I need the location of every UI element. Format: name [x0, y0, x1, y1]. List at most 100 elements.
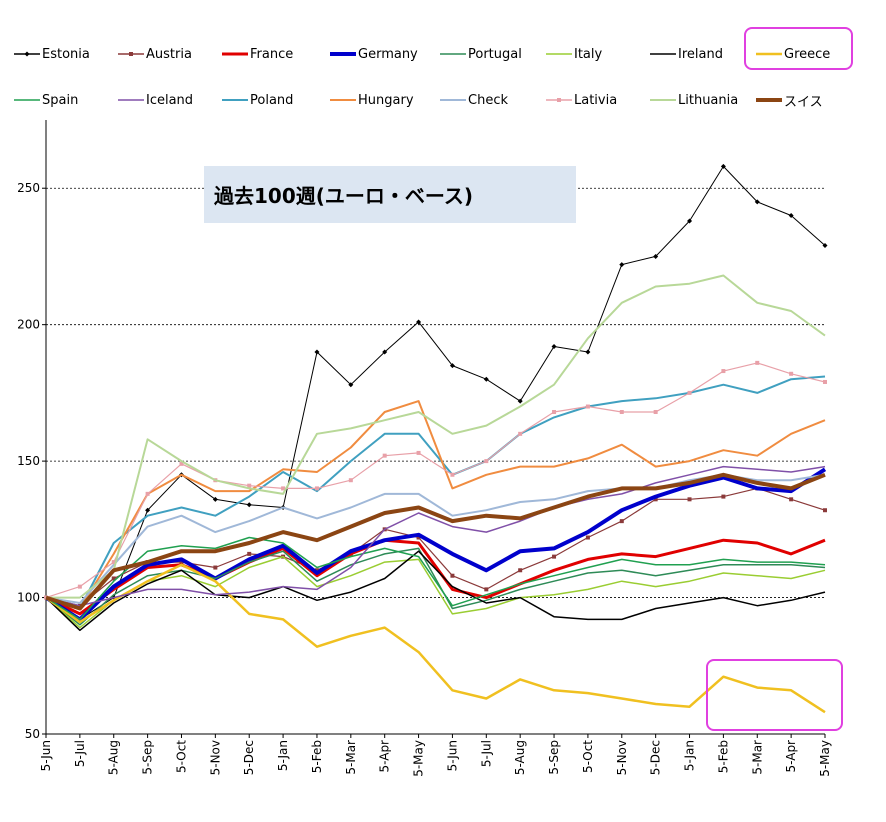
legend-label: Germany — [358, 46, 418, 62]
data-point-Austria — [687, 497, 692, 502]
data-point-Estonia — [754, 199, 760, 205]
tick-labels: 50 100 150 200 250 5-Jun 5-Jul 5-Aug 5-Sep 5-Oct 5… — [17, 181, 832, 777]
data-point-Lativia — [518, 431, 523, 436]
series-line-Portugal — [45, 547, 826, 626]
data-point-Austria — [619, 519, 624, 524]
data-point-Austria — [179, 560, 184, 565]
data-point-Estonia — [416, 319, 422, 325]
legend-label: Austria — [146, 46, 192, 62]
legend-swatch — [440, 99, 466, 101]
data-point-Estonia — [314, 349, 320, 355]
x-tick-label: 5-Nov — [615, 740, 629, 775]
data-point-Lativia — [721, 369, 726, 374]
legend-item: Italy — [546, 45, 602, 63]
data-point-Estonia — [212, 496, 218, 502]
x-tick-label: 5-Apr — [378, 740, 392, 773]
x-tick-label: 5-Dec — [242, 740, 256, 775]
legend-label: Iceland — [146, 92, 194, 108]
legend-label: Ireland — [678, 46, 723, 62]
data-point-Lativia — [382, 453, 387, 458]
legend-swatch — [650, 53, 676, 55]
x-tick-label: 5-Feb — [716, 740, 730, 773]
data-point-Austria — [789, 497, 794, 502]
data-point-Estonia — [551, 343, 557, 349]
series-line-Check — [45, 473, 826, 604]
x-tick-label: 5-Oct — [581, 740, 595, 773]
x-tick-label: 5-Jul — [73, 740, 87, 767]
data-point-Austria — [518, 568, 523, 573]
series-line-Greece — [45, 563, 826, 714]
series-line-Estonia — [45, 165, 826, 620]
legend-item: Austria — [118, 45, 192, 63]
data-point-Lativia — [179, 461, 184, 466]
series-line-Ireland — [45, 550, 826, 632]
legend-swatch — [756, 98, 782, 102]
series-line-Iceland — [45, 465, 826, 607]
legend-item: スイス — [756, 91, 823, 110]
legend-swatch — [330, 52, 356, 56]
legend-swatch — [546, 53, 572, 55]
legend-item: Estonia — [14, 45, 90, 63]
legend-label: Portugal — [468, 46, 522, 62]
x-tick-label: 5-Jan — [276, 740, 290, 771]
data-point-Lativia — [314, 486, 319, 491]
data-point-Lativia — [552, 409, 557, 414]
data-point-Estonia — [788, 213, 794, 219]
legend-label: Lativia — [574, 92, 618, 108]
x-tick-label: 5-Dec — [649, 740, 663, 775]
y-tick-label: 50 — [25, 727, 40, 741]
data-point-Austria — [721, 494, 726, 499]
x-tick-label: 5-Sep — [547, 740, 561, 775]
legend-item: Iceland — [118, 91, 193, 109]
legend-item: Check — [440, 91, 508, 109]
chart-title: 過去100週(ユーロ・ベース) — [204, 166, 576, 223]
legend-swatch — [118, 99, 144, 101]
data-point-Lativia — [450, 472, 455, 477]
data-point-Lativia — [281, 486, 286, 491]
x-tick-label: 5-Nov — [208, 740, 222, 775]
x-tick-label: 5-Aug — [107, 740, 121, 775]
x-tick-label: 5-Jul — [479, 740, 493, 767]
gridlines — [46, 187, 825, 598]
data-point-Lativia — [755, 360, 760, 365]
legend-item: France — [222, 45, 293, 63]
series-line-Austria — [45, 487, 826, 607]
legend-swatch — [440, 53, 466, 55]
data-point-Estonia — [653, 253, 659, 259]
data-point-Lativia — [619, 409, 624, 414]
legend: Estonia Austria France Germany Portugal Italy… — [0, 0, 886, 120]
data-point-Estonia — [382, 349, 388, 355]
series-line-Italy — [45, 555, 826, 629]
legend-item: Lithuania — [650, 91, 738, 109]
legend-swatch — [330, 99, 356, 101]
data-point-Lativia — [416, 450, 421, 455]
data-point-Austria — [552, 554, 557, 559]
legend-swatch — [222, 99, 248, 101]
data-point-Lativia — [653, 409, 658, 414]
legend-label: Greece — [784, 46, 831, 62]
data-point-Austria — [213, 565, 218, 570]
legend-swatch — [756, 52, 782, 56]
legend-swatch — [14, 99, 40, 101]
legend-item: Ireland — [650, 45, 723, 63]
legend-label: Italy — [574, 46, 603, 62]
y-tick-label: 200 — [17, 318, 40, 332]
legend-item: Hungary — [330, 91, 414, 109]
x-tick-label: 5-Jun — [445, 740, 459, 771]
data-point-Lativia — [687, 390, 692, 395]
legend-item: Poland — [222, 91, 293, 109]
series-line-スイス — [45, 472, 826, 611]
data-point-Austria — [484, 587, 489, 592]
data-point-Estonia — [145, 507, 151, 513]
data-point-Austria — [585, 535, 590, 540]
data-point-Estonia — [348, 382, 354, 388]
data-point-Estonia — [619, 262, 625, 268]
data-point-Estonia — [246, 502, 252, 508]
data-point-Estonia — [720, 163, 726, 169]
legend-label: Poland — [250, 92, 294, 108]
x-tick-label: 5-Apr — [784, 740, 798, 773]
data-point-Lativia — [484, 459, 489, 464]
legend-item: Greece — [756, 45, 830, 63]
data-point-Austria — [247, 551, 252, 556]
